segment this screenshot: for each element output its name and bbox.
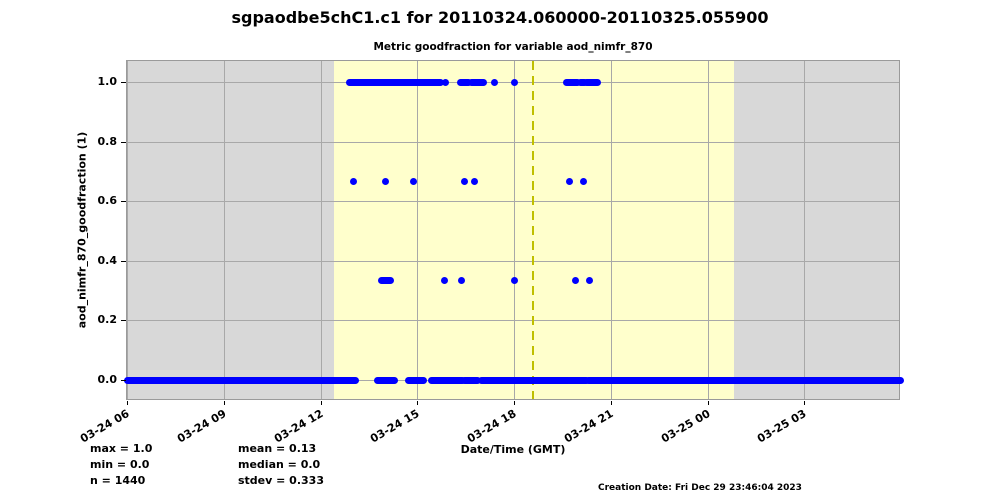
y-gridline — [127, 260, 899, 262]
stat-max: max = 1.0 — [90, 442, 153, 455]
x-tick-mark — [417, 401, 419, 405]
data-segment — [123, 376, 359, 384]
y-tick-label: 0.6 — [97, 194, 118, 208]
stat-stdev: stdev = 0.333 — [238, 474, 324, 487]
data-point — [585, 277, 593, 285]
data-point — [349, 177, 357, 185]
data-segment — [585, 376, 905, 384]
x-axis-label: Date/Time (GMT) — [460, 443, 566, 456]
data-segment — [467, 78, 488, 86]
figure-title: sgpaodbe5chC1.c1 for 20110324.060000-201… — [231, 8, 769, 27]
y-tick-label: 0.2 — [97, 313, 118, 327]
data-point — [490, 78, 498, 86]
data-segment — [456, 78, 473, 86]
data-point — [565, 177, 573, 185]
x-gridline — [417, 61, 419, 399]
x-tick-mark — [127, 401, 128, 405]
data-segment — [460, 376, 482, 384]
y-tick-label: 0.4 — [97, 253, 118, 267]
x-tick-mark — [707, 401, 709, 405]
data-point — [510, 277, 518, 285]
dashed-time-marker-line — [532, 61, 535, 399]
stats-column-2: mean = 0.13 median = 0.0 stdev = 0.333 — [238, 441, 324, 489]
creation-date: Creation Date: Fri Dec 29 23:46:04 2023 — [598, 483, 802, 493]
y-tick-mark — [121, 380, 126, 381]
x-tick-mark — [804, 401, 806, 405]
stat-n: n = 1440 — [90, 474, 146, 487]
x-gridline — [707, 61, 709, 399]
x-gridline — [804, 61, 806, 399]
x-gridline — [514, 61, 515, 399]
y-gridline — [127, 201, 899, 203]
y-tick-mark — [121, 141, 126, 143]
x-gridline — [320, 61, 322, 399]
data-point — [470, 177, 478, 185]
data-point — [409, 177, 417, 185]
y-gridline — [127, 141, 899, 143]
x-gridline — [127, 61, 128, 399]
data-segment — [405, 376, 427, 384]
y-tick-mark — [121, 82, 126, 83]
data-point — [440, 277, 448, 285]
x-tick-mark — [320, 401, 322, 405]
data-segment — [563, 78, 582, 86]
y-tick-mark — [121, 260, 126, 262]
y-tick-label: 0.0 — [97, 373, 118, 386]
data-point — [382, 177, 390, 185]
data-segment — [566, 376, 591, 384]
data-point — [572, 277, 580, 285]
data-segment — [477, 376, 572, 384]
y-tick-mark — [121, 201, 126, 203]
data-segment — [576, 78, 589, 86]
x-gridline — [223, 61, 225, 399]
plot-area: 03-24 06 03-24 09 03-24 12 03-24 15 03-24 18… — [78, 60, 905, 445]
chart-title: Metric goodfraction for variable aod_nim… — [373, 41, 653, 53]
stat-mean: mean = 0.13 — [238, 442, 317, 455]
data-point — [457, 277, 465, 285]
stat-median: median = 0.0 — [238, 458, 321, 471]
data-segment — [583, 78, 602, 86]
stats-column-1: max = 1.0 min = 0.0 n = 1440 — [90, 441, 152, 489]
stat-min: min = 0.0 — [90, 458, 150, 471]
data-point — [510, 78, 518, 86]
y-gridline — [127, 320, 899, 322]
data-point — [460, 177, 468, 185]
y-tick-label: 0.8 — [97, 134, 118, 148]
data-segment — [427, 376, 466, 384]
y-axis-label: aod_nimfr_870_goodfraction (1) — [75, 131, 89, 329]
x-tick-mark — [610, 401, 612, 405]
x-tick-mark — [223, 401, 225, 405]
y-tick-mark — [121, 320, 126, 322]
x-tick-mark — [514, 401, 515, 405]
x-gridline — [610, 61, 612, 399]
data-point — [580, 177, 588, 185]
data-segment — [374, 376, 398, 384]
data-point — [442, 78, 450, 86]
data-segment — [378, 277, 394, 285]
y-tick-label: 1.0 — [97, 75, 118, 88]
data-segment — [346, 78, 444, 86]
